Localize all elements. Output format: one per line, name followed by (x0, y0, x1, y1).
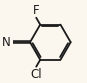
Text: Cl: Cl (30, 68, 42, 81)
Text: F: F (33, 4, 39, 17)
Text: N: N (2, 36, 11, 49)
